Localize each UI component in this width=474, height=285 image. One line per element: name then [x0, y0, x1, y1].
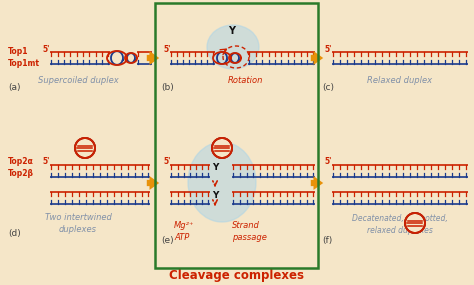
- Text: 5': 5': [324, 158, 331, 166]
- FancyArrowPatch shape: [147, 176, 159, 190]
- Ellipse shape: [188, 142, 256, 222]
- Text: Top1
Top1mt: Top1 Top1mt: [8, 47, 40, 68]
- FancyArrowPatch shape: [147, 51, 159, 65]
- Text: Relaxed duplex: Relaxed duplex: [367, 76, 433, 85]
- Text: 5': 5': [163, 158, 171, 166]
- Text: Cleavage complexes: Cleavage complexes: [170, 268, 304, 282]
- Text: Two intertwined
duplexes: Two intertwined duplexes: [45, 213, 111, 234]
- Circle shape: [75, 138, 95, 158]
- Text: Y: Y: [212, 164, 218, 172]
- Text: (c): (c): [322, 83, 334, 92]
- Text: 5': 5': [42, 158, 49, 166]
- Text: Strand
passage: Strand passage: [232, 221, 267, 242]
- Text: (b): (b): [161, 83, 174, 92]
- Circle shape: [405, 213, 425, 233]
- Text: Mg²⁺
ATP: Mg²⁺ ATP: [174, 221, 194, 242]
- Text: (e): (e): [161, 236, 173, 245]
- Text: Rotation: Rotation: [228, 76, 263, 85]
- Text: (d): (d): [8, 229, 21, 238]
- Ellipse shape: [207, 25, 259, 69]
- Text: (a): (a): [8, 83, 20, 92]
- Circle shape: [212, 138, 232, 158]
- FancyArrowPatch shape: [311, 176, 323, 190]
- Text: Decatenated, unknotted,
relaxed duplexes: Decatenated, unknotted, relaxed duplexes: [352, 214, 448, 235]
- Text: Y: Y: [228, 26, 236, 36]
- Text: Top2α
Top2β: Top2α Top2β: [8, 157, 34, 178]
- Text: (f): (f): [322, 236, 332, 245]
- Bar: [155, 3, 318, 268]
- Text: Y: Y: [212, 190, 218, 200]
- Text: 5': 5': [42, 44, 49, 54]
- FancyArrowPatch shape: [311, 51, 323, 65]
- Text: 5': 5': [163, 44, 171, 54]
- Text: 5': 5': [324, 44, 331, 54]
- Text: Supercoiled duplex: Supercoiled duplex: [37, 76, 118, 85]
